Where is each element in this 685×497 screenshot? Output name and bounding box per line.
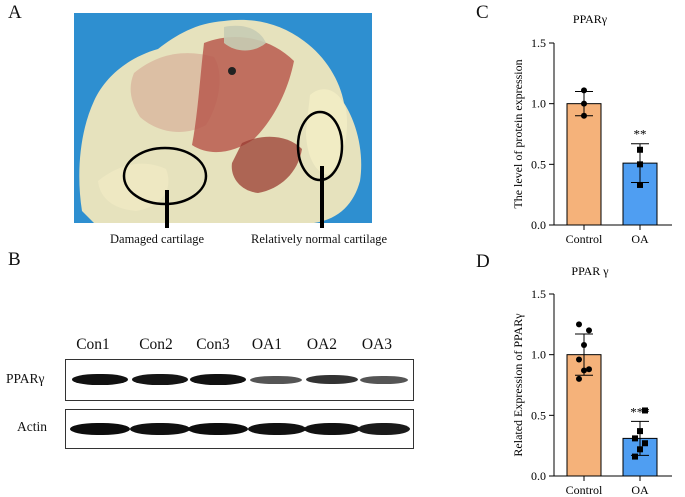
bar-control [566,103,602,226]
lane-label: Con3 [196,336,230,353]
panel-c-letter: C [476,2,489,23]
data-point [642,407,648,414]
x-tick-label: OA [631,232,649,246]
y-tick-label: 0.5 [531,408,546,422]
blot-band [304,423,360,435]
damaged-cartilage-label: Damaged cartilage [110,232,205,246]
data-point [581,100,587,107]
y-tick-label: 0.5 [531,157,546,171]
data-point [642,440,648,447]
blot-row-label-ppar: PPARγ [6,371,45,386]
y-tick-label: 1.0 [531,348,546,362]
ppar-blot [65,359,414,401]
normal-cartilage-label: Relatively normal cartilage [251,232,388,246]
lane-label: Con2 [139,336,173,353]
x-tick-label: Control [566,483,603,497]
chart-c: PPARγ The level of protein expression 0.0 0… [511,12,672,246]
data-point [581,87,587,94]
actin-blot [65,409,414,449]
blot-band [188,423,248,435]
panel-a-letter: A [8,2,22,23]
lane-label: OA2 [306,336,338,353]
data-point [637,181,643,188]
lane-label: OA1 [251,336,283,353]
y-tick-label: 1.5 [531,36,546,50]
y-tick-label: 1.0 [531,97,546,111]
blot-band [190,374,246,385]
chart-title: PPAR γ [571,264,609,278]
y-tick-label: 1.5 [531,287,546,301]
blot-band [248,423,306,435]
data-point [576,375,582,382]
blot-band [360,376,408,384]
data-point [632,453,638,460]
blot-band [358,423,410,435]
data-point [576,321,582,328]
y-tick-label: 0.0 [531,469,546,483]
data-point [637,161,643,168]
y-tick-label: 0.0 [531,218,546,232]
data-point [586,366,592,373]
blot-band [250,376,302,384]
blot-band [70,423,130,435]
data-point [637,446,643,453]
y-axis-label: Related Expression of PPARγ [511,313,525,457]
panel-d-letter: D [476,251,490,272]
lane-label: Con1 [76,336,110,353]
chart-title: PPARγ [573,12,608,26]
chart-d: PPAR γ Related Expression of PPARγ 0.0 0.5 1… [511,264,672,497]
data-point [576,356,582,363]
panel-b-letter: B [8,249,21,270]
blot-band [306,375,358,384]
data-point [637,146,643,153]
x-tick-label: OA [631,483,649,497]
blot-band [130,423,190,435]
x-tick-label: Control [566,232,603,246]
blot-band [132,374,188,385]
data-point [581,112,587,119]
blot-row-label-actin: Actin [17,419,47,434]
y-axis-label: The level of protein expression [511,59,525,208]
data-point [637,428,643,435]
significance-label: *** [630,404,650,419]
lane-label: OA3 [361,336,393,353]
photo-pointers [165,166,324,228]
blot-band [72,374,128,385]
data-point [581,367,587,374]
significance-label: ** [634,127,647,142]
data-point [586,327,592,334]
data-point [632,435,638,442]
data-point [581,341,587,348]
